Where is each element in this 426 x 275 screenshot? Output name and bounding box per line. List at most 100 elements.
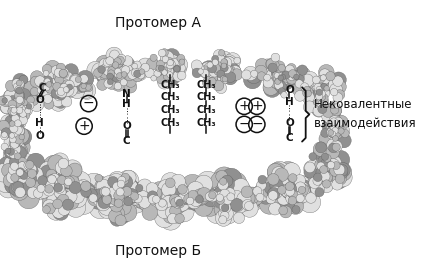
- Circle shape: [214, 184, 231, 201]
- Circle shape: [318, 90, 325, 97]
- Circle shape: [94, 68, 103, 77]
- Circle shape: [317, 75, 325, 83]
- Circle shape: [333, 115, 348, 131]
- Circle shape: [26, 161, 34, 169]
- Circle shape: [13, 108, 27, 122]
- Circle shape: [42, 64, 52, 74]
- Circle shape: [176, 199, 184, 206]
- Circle shape: [162, 64, 173, 76]
- Text: CH₃: CH₃: [196, 79, 216, 90]
- Circle shape: [26, 178, 35, 188]
- Circle shape: [16, 116, 25, 125]
- Circle shape: [160, 63, 169, 72]
- Circle shape: [199, 66, 212, 78]
- Circle shape: [19, 89, 30, 100]
- Circle shape: [225, 53, 241, 69]
- Circle shape: [16, 129, 32, 145]
- Circle shape: [179, 59, 185, 65]
- Circle shape: [36, 184, 51, 199]
- Circle shape: [263, 79, 279, 95]
- Circle shape: [58, 187, 78, 207]
- Circle shape: [15, 187, 26, 197]
- Circle shape: [133, 189, 154, 209]
- Circle shape: [129, 192, 139, 202]
- Circle shape: [285, 69, 300, 84]
- Circle shape: [273, 61, 285, 72]
- Circle shape: [63, 64, 78, 78]
- Circle shape: [158, 76, 171, 89]
- Circle shape: [323, 118, 340, 134]
- Circle shape: [19, 134, 25, 140]
- Circle shape: [118, 190, 139, 211]
- Circle shape: [213, 65, 225, 76]
- Circle shape: [45, 60, 60, 76]
- Circle shape: [160, 49, 168, 57]
- Circle shape: [276, 66, 288, 79]
- Circle shape: [212, 192, 229, 209]
- Circle shape: [215, 61, 230, 76]
- Circle shape: [53, 84, 70, 101]
- Circle shape: [233, 178, 249, 195]
- Circle shape: [244, 187, 260, 204]
- Circle shape: [218, 192, 234, 207]
- Circle shape: [105, 57, 114, 66]
- Circle shape: [274, 72, 284, 82]
- Circle shape: [212, 55, 219, 62]
- Text: Нековалентные
взаимодействия: Нековалентные взаимодействия: [314, 98, 417, 130]
- Circle shape: [284, 175, 305, 196]
- Circle shape: [9, 147, 20, 158]
- Circle shape: [333, 131, 340, 138]
- Circle shape: [277, 161, 299, 183]
- Circle shape: [322, 180, 331, 188]
- Circle shape: [80, 183, 95, 197]
- Circle shape: [322, 161, 341, 180]
- Circle shape: [55, 75, 64, 84]
- Circle shape: [284, 186, 295, 197]
- Circle shape: [265, 70, 279, 83]
- Circle shape: [305, 162, 315, 173]
- Circle shape: [95, 63, 112, 80]
- Circle shape: [147, 191, 158, 201]
- Circle shape: [0, 132, 8, 140]
- Circle shape: [132, 71, 143, 82]
- Circle shape: [166, 61, 174, 69]
- Circle shape: [27, 153, 45, 171]
- Circle shape: [124, 80, 137, 93]
- Circle shape: [19, 75, 28, 84]
- Circle shape: [222, 65, 231, 74]
- Circle shape: [12, 159, 26, 173]
- Circle shape: [123, 62, 135, 74]
- Circle shape: [206, 201, 228, 224]
- Circle shape: [279, 206, 288, 215]
- Circle shape: [117, 170, 139, 192]
- Circle shape: [178, 188, 195, 205]
- Circle shape: [312, 76, 320, 84]
- Circle shape: [108, 70, 115, 77]
- Circle shape: [285, 70, 299, 84]
- Circle shape: [10, 124, 25, 139]
- Circle shape: [283, 194, 302, 213]
- Circle shape: [335, 163, 350, 177]
- Text: +: +: [78, 119, 90, 133]
- Circle shape: [29, 97, 44, 112]
- Circle shape: [96, 197, 110, 211]
- Circle shape: [57, 87, 65, 95]
- Circle shape: [209, 67, 226, 84]
- Circle shape: [48, 155, 64, 171]
- Circle shape: [28, 89, 43, 104]
- Circle shape: [43, 185, 64, 206]
- Circle shape: [95, 178, 113, 197]
- Circle shape: [151, 189, 167, 205]
- Circle shape: [16, 107, 23, 114]
- Circle shape: [322, 109, 335, 123]
- Circle shape: [111, 176, 132, 197]
- Circle shape: [109, 192, 125, 208]
- Circle shape: [317, 158, 334, 175]
- Circle shape: [320, 171, 330, 182]
- Circle shape: [220, 56, 235, 71]
- Circle shape: [322, 106, 334, 117]
- Circle shape: [313, 176, 322, 185]
- Circle shape: [9, 107, 21, 119]
- Circle shape: [305, 90, 311, 97]
- Circle shape: [221, 59, 227, 65]
